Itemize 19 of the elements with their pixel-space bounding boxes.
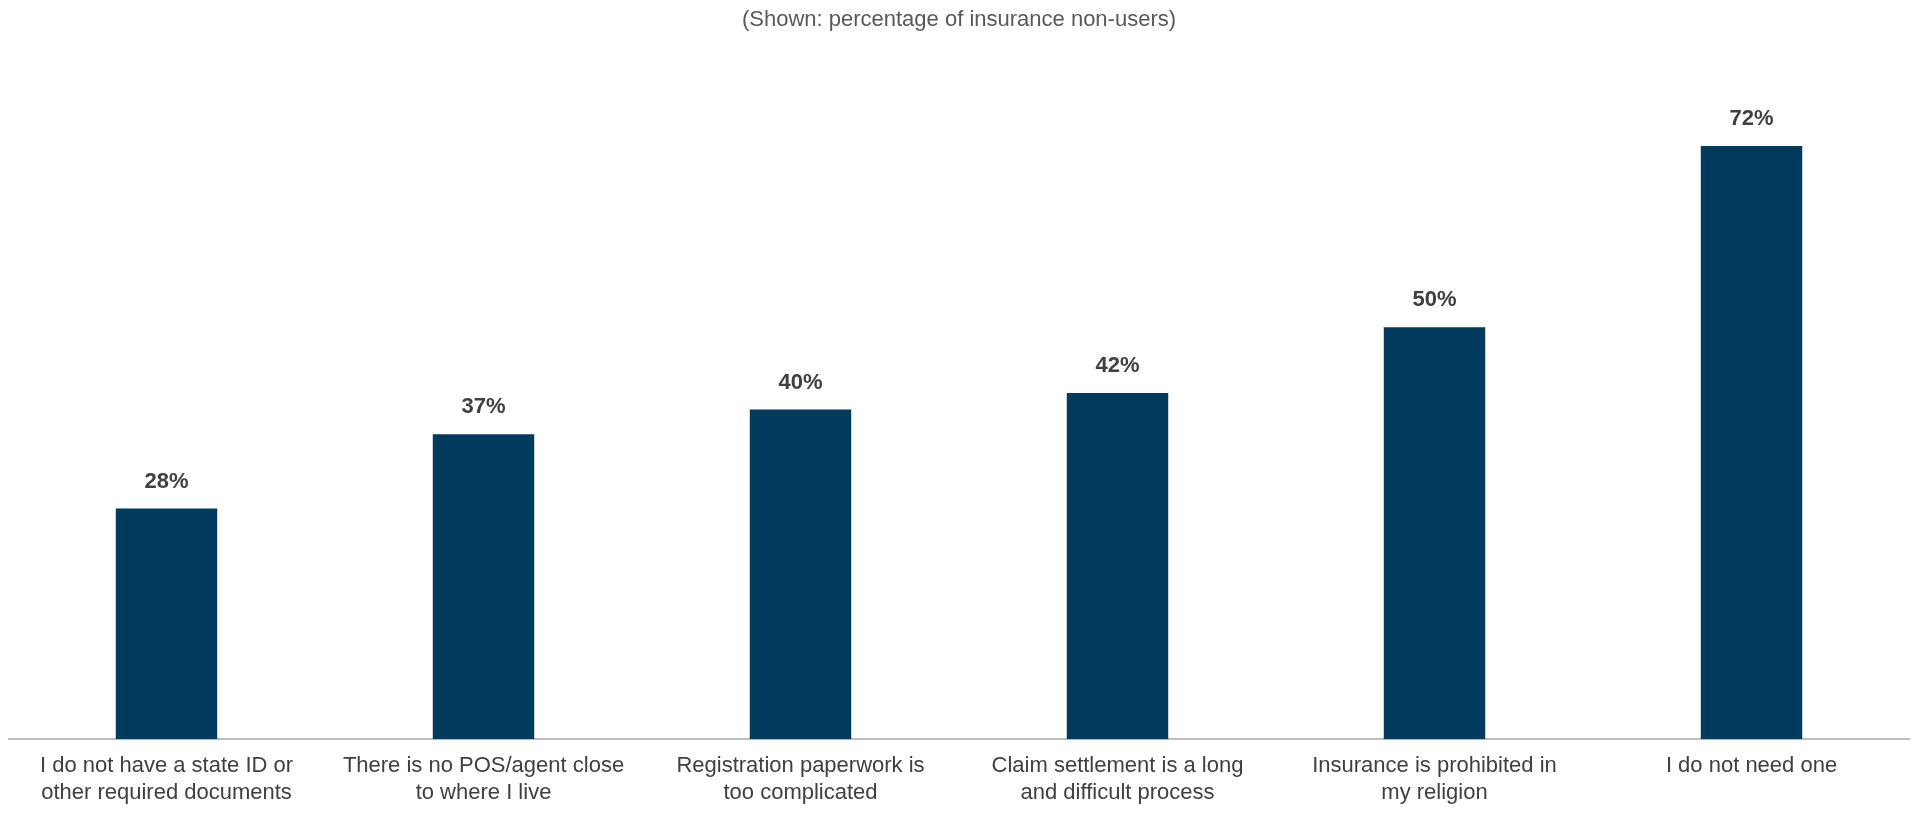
bar [432, 434, 535, 740]
bar [1383, 327, 1486, 740]
data-label: 37% [461, 393, 506, 419]
data-label: 42% [1095, 352, 1140, 378]
x-tick-label: I do not need one [1665, 752, 1838, 778]
x-tick-label: I do not have a state ID or other required documents [39, 752, 294, 804]
data-label: 72% [1729, 104, 1774, 130]
x-tick-label: Insurance is prohibited in my religion [1312, 752, 1557, 804]
bar [749, 409, 852, 740]
chart-subtitle: (Shown: percentage of insurance non-users) [740, 6, 1178, 31]
data-label: 50% [1412, 286, 1457, 312]
data-label: 28% [144, 467, 189, 493]
x-tick-label: Registration paperwork is too complicated [676, 752, 925, 804]
x-tick-label: Claim settlement is a long and difficult process [991, 752, 1244, 804]
data-label: 40% [778, 368, 823, 394]
bar [1066, 393, 1169, 740]
bar [115, 508, 218, 740]
x-tick-label: There is no POS/agent close to where I live [342, 752, 625, 804]
bar [1700, 145, 1803, 740]
